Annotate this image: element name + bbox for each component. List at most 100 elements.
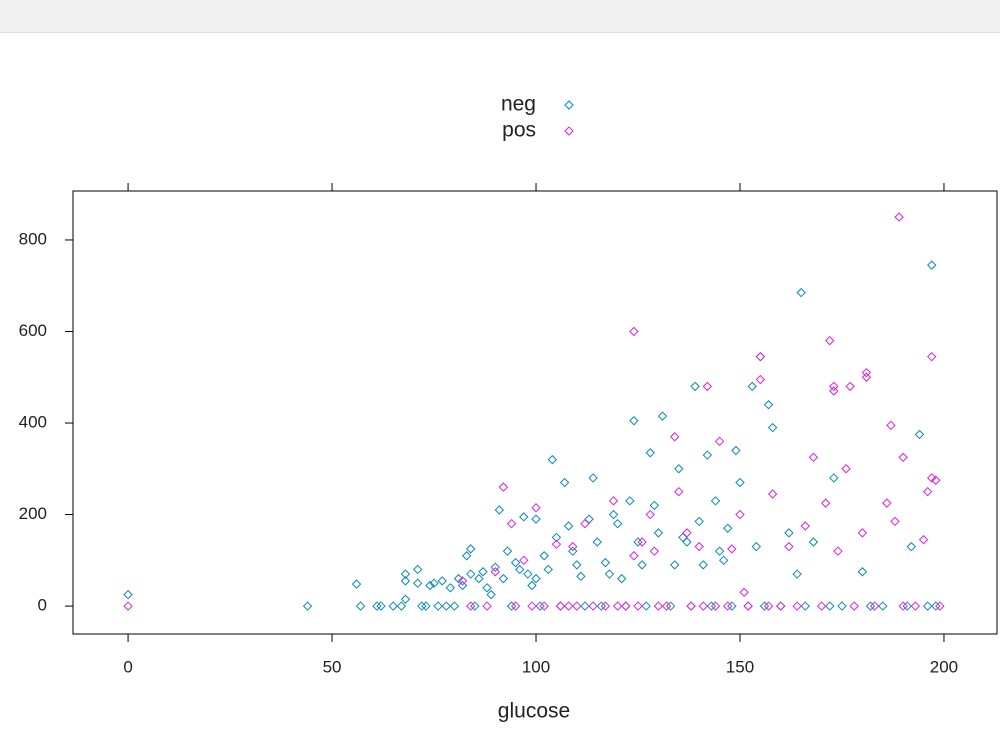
point: [123, 601, 133, 611]
point: [727, 601, 737, 611]
point: [690, 381, 700, 392]
point: [400, 569, 411, 579]
point: [865, 601, 876, 611]
x-tick-label: 200: [930, 657, 958, 676]
point: [767, 489, 778, 499]
point: [510, 557, 521, 568]
point: [633, 601, 643, 611]
point: [743, 601, 753, 611]
point: [502, 546, 513, 556]
point: [674, 486, 684, 497]
point: [629, 551, 639, 561]
point: [580, 601, 590, 611]
point: [776, 601, 786, 611]
point: [498, 482, 509, 492]
point: [706, 601, 717, 611]
point: [563, 601, 574, 611]
point: [653, 528, 664, 538]
legend-marker: [564, 126, 574, 136]
point: [466, 601, 476, 611]
point: [555, 601, 566, 611]
point: [490, 567, 500, 577]
point: [523, 569, 533, 579]
point: [849, 601, 859, 611]
point: [461, 551, 472, 561]
point: [829, 473, 839, 483]
point: [910, 601, 921, 611]
point: [351, 579, 362, 589]
point: [588, 473, 598, 483]
point: [531, 573, 541, 584]
point: [927, 351, 937, 362]
point: [906, 541, 917, 552]
point: [490, 562, 500, 572]
point: [417, 601, 427, 611]
point: [482, 601, 492, 611]
point: [702, 381, 713, 392]
y-tick-label: 600: [19, 321, 47, 340]
point: [396, 601, 407, 611]
point: [759, 601, 770, 611]
point: [914, 429, 925, 440]
point: [559, 477, 570, 488]
point: [927, 260, 937, 270]
point: [539, 601, 549, 611]
point: [449, 601, 460, 611]
point: [751, 541, 762, 552]
point: [616, 573, 627, 584]
point: [661, 601, 672, 611]
point: [763, 601, 774, 611]
x-tick-label: 150: [726, 657, 754, 676]
point: [670, 432, 680, 442]
point: [421, 601, 431, 611]
point: [637, 537, 647, 547]
point: [621, 601, 631, 611]
point: [519, 512, 529, 522]
point: [637, 560, 647, 570]
point: [857, 567, 868, 577]
point: [470, 601, 480, 611]
point: [784, 541, 794, 552]
point: [413, 564, 423, 575]
point: [555, 601, 566, 611]
point: [686, 601, 696, 611]
point: [723, 601, 733, 611]
point: [563, 521, 574, 531]
point: [531, 514, 541, 524]
point: [494, 505, 505, 515]
point: [898, 452, 908, 463]
point: [539, 551, 549, 561]
legend-label: pos: [502, 119, 536, 142]
point: [372, 601, 382, 611]
point: [882, 498, 892, 508]
point: [629, 326, 639, 337]
point: [551, 532, 562, 543]
point: [735, 477, 745, 488]
point: [474, 573, 484, 584]
point: [714, 436, 725, 447]
y-tick-label: 200: [19, 504, 47, 523]
point: [792, 569, 802, 579]
point: [600, 557, 611, 568]
point: [568, 541, 578, 552]
point: [857, 528, 868, 538]
point: [445, 583, 456, 593]
x-axis-label: glucose: [498, 700, 570, 723]
point: [894, 212, 904, 222]
point: [890, 516, 900, 527]
browser-bar: [0, 0, 1000, 32]
point: [837, 601, 847, 611]
point: [645, 509, 655, 520]
point: [743, 601, 753, 611]
x-tick-label: 50: [323, 657, 342, 676]
point: [641, 601, 651, 611]
point: [514, 564, 525, 575]
point: [123, 589, 133, 600]
point: [425, 580, 435, 591]
point: [682, 537, 692, 547]
point: [388, 601, 398, 611]
point: [612, 519, 623, 529]
point: [629, 416, 639, 426]
point: [665, 601, 676, 611]
point: [478, 567, 488, 577]
